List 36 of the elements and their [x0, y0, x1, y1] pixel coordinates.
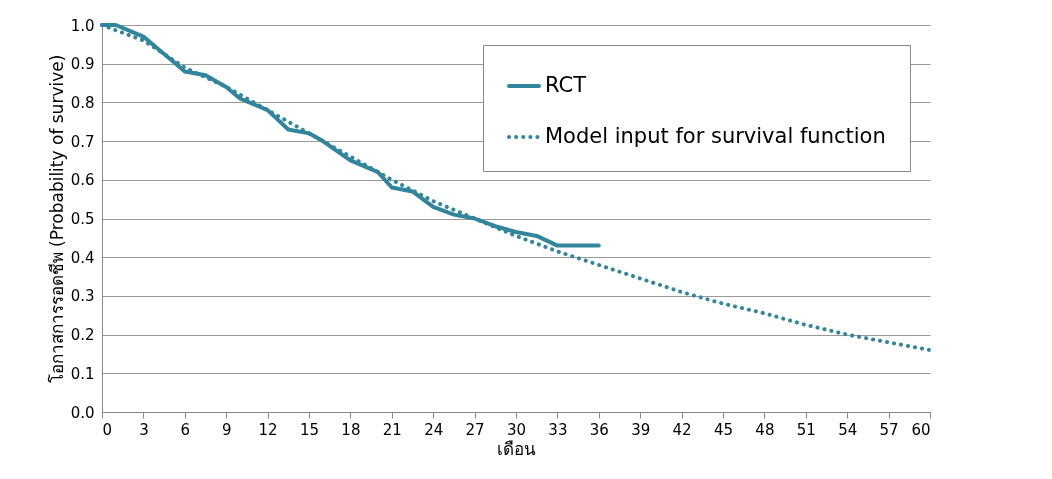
y-tick-label: 0.4 — [70, 248, 95, 267]
y-tick-label: 0.0 — [70, 403, 95, 422]
x-tick-label: 30 — [506, 420, 527, 439]
legend-label: Model input for survival function — [545, 124, 886, 148]
y-tick-label: 0.5 — [70, 210, 95, 228]
x-tick-label: 24 — [424, 420, 444, 439]
y-tick-label: 0.7 — [70, 132, 95, 151]
x-tick-label: 15 — [299, 420, 320, 439]
x-tick-label: 42 — [672, 420, 692, 439]
x-tick-label: 27 — [465, 420, 485, 439]
x-tick-label: 12 — [258, 420, 278, 439]
x-tick-label: 51 — [796, 420, 816, 439]
y-tick-label: 0.9 — [70, 55, 95, 74]
x-tick-label: 6 — [180, 420, 191, 439]
y-tick-label: 0.1 — [70, 364, 95, 383]
x-tick-label: 60 — [911, 420, 931, 439]
x-tick-label: 45 — [713, 420, 734, 439]
y-tick-label: 1.0 — [70, 16, 95, 35]
x-tick-label: 48 — [755, 420, 775, 439]
y-axis-title: โอกาสการรอดชีพ (Probability of survive) — [46, 54, 67, 384]
y-tick-label: 0.2 — [70, 326, 95, 345]
x-tick-label: 3 — [139, 420, 149, 439]
x-tick-label: 18 — [341, 420, 361, 439]
x-tick-label: 9 — [221, 420, 232, 439]
legend-label: RCT — [545, 73, 587, 97]
y-tick-label: 0.6 — [70, 171, 95, 190]
y-tick-label: 0.3 — [70, 287, 95, 306]
y-tick-label: 0.8 — [70, 93, 95, 112]
x-tick-label: 54 — [838, 420, 858, 439]
x-tick-label: 57 — [879, 420, 899, 439]
x-tick-label: 36 — [589, 420, 609, 439]
x-tick-label: 21 — [382, 420, 402, 439]
x-tick-label: 39 — [631, 420, 651, 439]
x-axis-title: เดือน — [497, 438, 536, 459]
x-tick-label: 0 — [102, 420, 113, 439]
x-tick-label: 33 — [548, 420, 568, 439]
